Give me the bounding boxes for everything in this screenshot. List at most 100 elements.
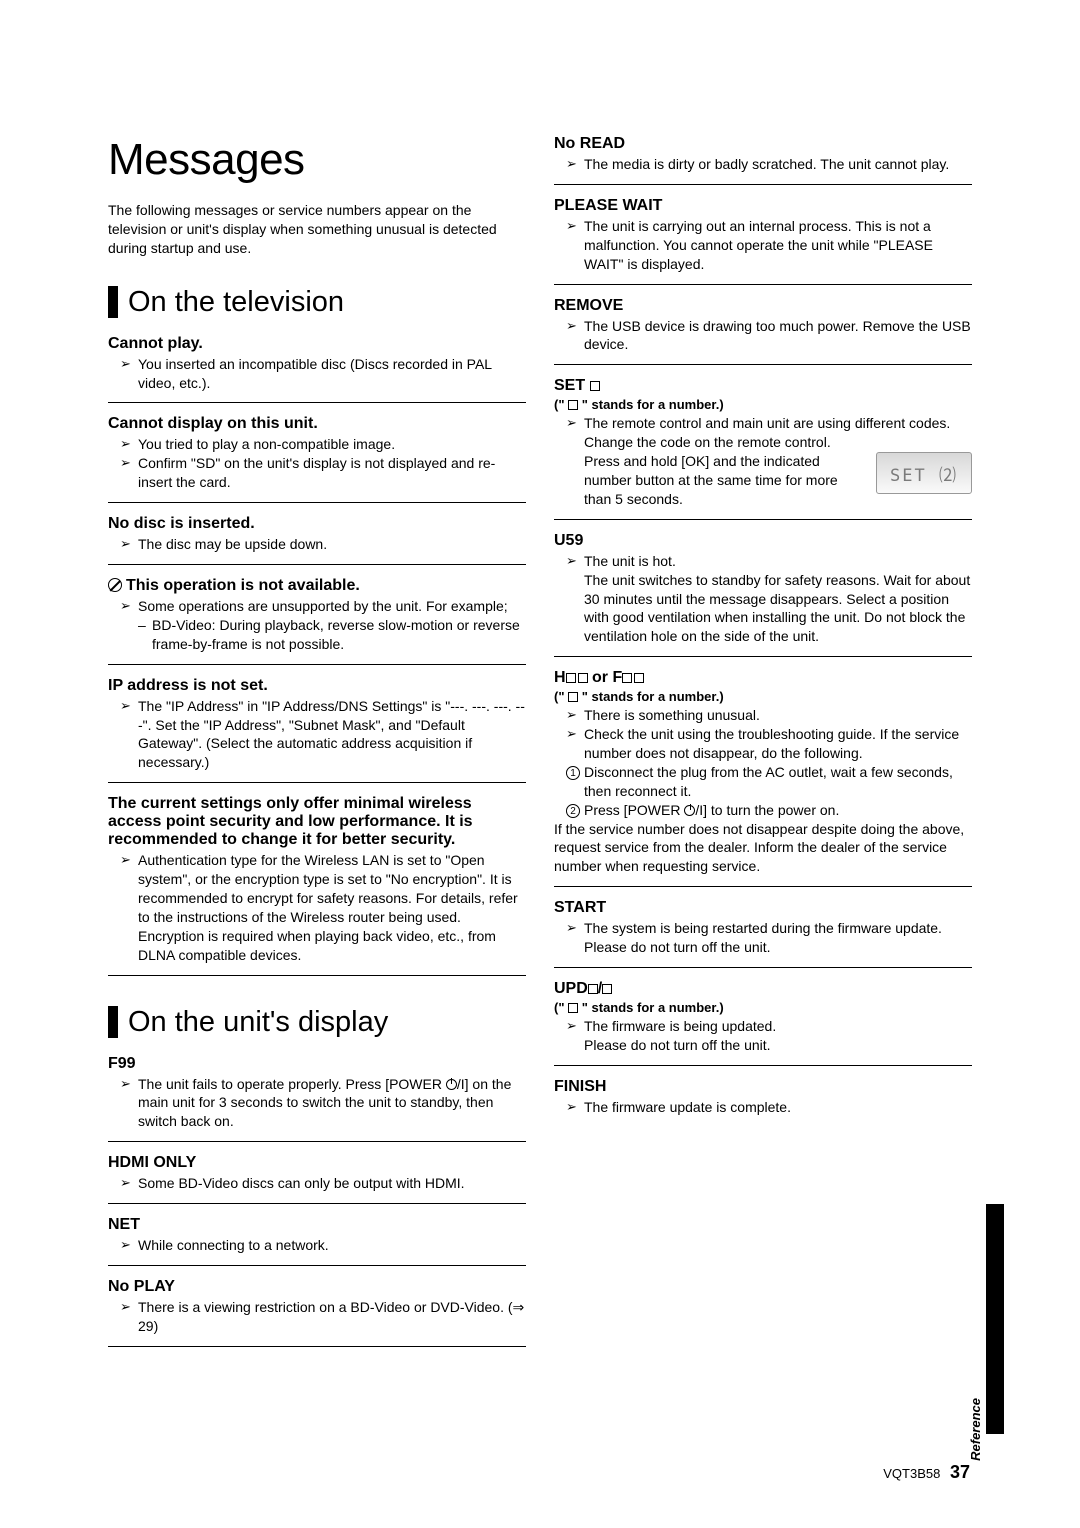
- prohibit-icon: [108, 578, 122, 592]
- square-placeholder-icon: [568, 1003, 578, 1013]
- msg-title: FINISH: [554, 1078, 972, 1096]
- section-title: On the television: [128, 286, 344, 319]
- power-icon: [684, 805, 695, 816]
- section-title: On the unit's display: [128, 1006, 388, 1039]
- arrow-icon: ➢: [120, 535, 138, 554]
- arrow-icon: ➢: [566, 706, 584, 725]
- msg-text: The unit is carrying out an internal pro…: [584, 217, 972, 274]
- msg-text: Some operations are unsupported by the u…: [138, 597, 526, 616]
- msg-title: IP address is not set.: [108, 677, 526, 695]
- msg-text: While connecting to a network.: [138, 1236, 526, 1255]
- msg-text: The system is being restarted during the…: [584, 919, 972, 957]
- square-placeholder-icon: [568, 692, 578, 702]
- msg-no-read: No READ ➢The media is dirty or badly scr…: [554, 135, 972, 185]
- arrow-icon: ➢: [120, 697, 138, 773]
- msg-f99: F99 ➢The unit fails to operate properly.…: [108, 1055, 526, 1143]
- set-display-image: SET ⑵: [876, 452, 972, 494]
- msg-title: H or F: [554, 669, 972, 687]
- msg-text: You tried to play a non-compatible image…: [138, 435, 526, 454]
- page-title: Messages: [108, 135, 526, 185]
- arrow-icon: ➢: [120, 454, 138, 492]
- msg-title: NET: [108, 1216, 526, 1234]
- msg-title: No READ: [554, 135, 972, 153]
- msg-start: START ➢The system is being restarted dur…: [554, 899, 972, 968]
- msg-title: The current settings only offer minimal …: [108, 795, 526, 849]
- msg-text: Authentication type for the Wireless LAN…: [138, 851, 526, 964]
- msg-text: Check the unit using the troubleshooting…: [584, 725, 972, 763]
- arrow-icon: ➢: [566, 414, 584, 452]
- msg-text: There is something unusual.: [584, 706, 972, 725]
- step-2-icon: 2: [566, 801, 584, 820]
- msg-hf: H or F (" " stands for a number.) ➢There…: [554, 669, 972, 887]
- left-column: Messages The following messages or servi…: [108, 135, 526, 1359]
- right-column: No READ ➢The media is dirty or badly scr…: [554, 135, 972, 1359]
- arrow-icon: ➢: [566, 155, 584, 174]
- arrow-icon: ➢: [566, 217, 584, 274]
- msg-u59: U59 ➢The unit is hot. The unit switches …: [554, 532, 972, 657]
- msg-body: The unit switches to standby for safety …: [554, 571, 972, 647]
- msg-not-available: This operation is not available. ➢Some o…: [108, 577, 526, 665]
- msg-remove: REMOVE ➢The USB device is drawing too mu…: [554, 297, 972, 366]
- arrow-icon: ➢: [120, 597, 138, 616]
- msg-text: You inserted an incompatible disc (Discs…: [138, 355, 526, 393]
- power-icon: [446, 1079, 457, 1090]
- msg-text: The firmware is being updated.: [584, 1017, 972, 1036]
- square-placeholder-icon: [622, 673, 632, 683]
- arrow-icon: ➢: [120, 355, 138, 393]
- msg-body: Please do not turn off the unit.: [554, 1036, 972, 1055]
- msg-title: F99: [108, 1055, 526, 1073]
- msg-title: SET: [554, 377, 972, 395]
- msg-text: The "IP Address" in "IP Address/DNS Sett…: [138, 697, 526, 773]
- msg-title: U59: [554, 532, 972, 550]
- msg-text: The remote control and main unit are usi…: [584, 414, 972, 452]
- square-placeholder-icon: [602, 984, 612, 994]
- msg-finish: FINISH ➢The firmware update is complete.: [554, 1078, 972, 1127]
- msg-wireless: The current settings only offer minimal …: [108, 795, 526, 975]
- set-instruction: Press and hold [OK] and the indicated nu…: [554, 452, 864, 509]
- dash-icon: –: [138, 616, 152, 654]
- square-placeholder-icon: [590, 381, 600, 391]
- msg-title: This operation is not available.: [108, 577, 526, 595]
- step-1-icon: 1: [566, 763, 584, 801]
- msg-cannot-display: Cannot display on this unit. ➢You tried …: [108, 415, 526, 503]
- msg-ip: IP address is not set. ➢The "IP Address"…: [108, 677, 526, 784]
- msg-text: The unit is hot.: [584, 552, 972, 571]
- arrow-icon: ➢: [120, 1236, 138, 1255]
- arrow-icon: ➢: [120, 1174, 138, 1193]
- step-text: Press [POWER /I] to turn the power on.: [584, 801, 972, 820]
- msg-title: No disc is inserted.: [108, 515, 526, 533]
- arrow-icon: ➢: [120, 851, 138, 964]
- msg-title: Cannot play.: [108, 335, 526, 353]
- section-bar-icon: [108, 286, 118, 318]
- msg-text: The unit fails to operate properly. Pres…: [138, 1075, 526, 1132]
- msg-subtext: BD-Video: During playback, reverse slow-…: [152, 616, 526, 654]
- msg-text: The USB device is drawing too much power…: [584, 317, 972, 355]
- msg-no-play: No PLAY ➢There is a viewing restriction …: [108, 1278, 526, 1347]
- square-placeholder-icon: [588, 984, 598, 994]
- section-television: On the television: [108, 286, 526, 319]
- arrow-icon: ➢: [566, 1098, 584, 1117]
- msg-please-wait: PLEASE WAIT ➢The unit is carrying out an…: [554, 197, 972, 285]
- msg-title: REMOVE: [554, 297, 972, 315]
- side-label: Reference: [968, 1398, 983, 1461]
- arrow-icon: ➢: [120, 1298, 138, 1336]
- step-text: Disconnect the plug from the AC outlet, …: [584, 763, 972, 801]
- msg-subtitle: (" " stands for a number.): [554, 397, 972, 412]
- msg-text: There is a viewing restriction on a BD-V…: [138, 1298, 526, 1336]
- msg-set: SET (" " stands for a number.) ➢The remo…: [554, 377, 972, 519]
- square-placeholder-icon: [578, 673, 588, 683]
- msg-no-disc: No disc is inserted. ➢The disc may be up…: [108, 515, 526, 565]
- section-bar-icon: [108, 1006, 118, 1038]
- msg-title: HDMI ONLY: [108, 1154, 526, 1172]
- intro-text: The following messages or service number…: [108, 201, 526, 258]
- msg-title: UPD/: [554, 980, 972, 998]
- arrow-icon: ➢: [120, 435, 138, 454]
- msg-title: Cannot display on this unit.: [108, 415, 526, 433]
- section-unit-display: On the unit's display: [108, 1006, 526, 1039]
- footer-code: VQT3B58: [883, 1466, 940, 1481]
- arrow-icon: ➢: [566, 919, 584, 957]
- msg-text: Some BD-Video discs can only be output w…: [138, 1174, 526, 1193]
- arrow-icon: ➢: [566, 725, 584, 763]
- arrow-icon: ➢: [566, 1017, 584, 1036]
- msg-text: Confirm "SD" on the unit's display is no…: [138, 454, 526, 492]
